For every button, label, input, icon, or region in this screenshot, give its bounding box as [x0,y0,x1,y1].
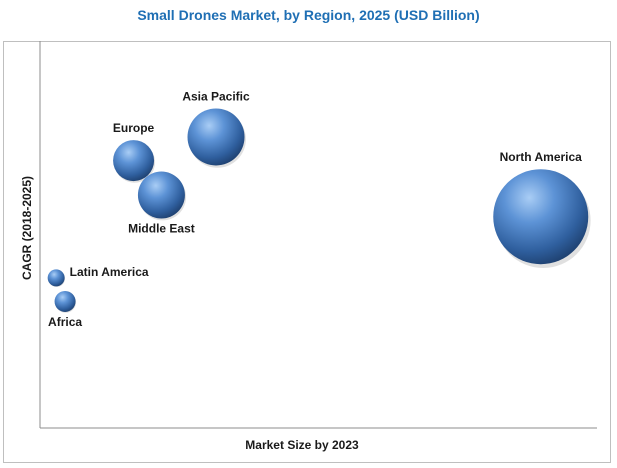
x-axis-title: Market Size by 2023 [245,438,359,452]
bubble-asia-pacific [187,108,245,166]
bubble-series: North America Asia Pacific Europe Middle Ea… [47,89,591,329]
bubble-label-middle-east: Middle East [128,222,195,236]
bubble-label-asia-pacific: Asia Pacific [182,89,250,103]
y-axis-title: CAGR (2018-2025) [20,176,34,280]
bubble-label-europe: Europe [113,121,155,135]
bubble-north-america [493,169,589,265]
bubble-label-north-america: North America [500,150,583,164]
bubble-europe [113,140,155,182]
chart-frame [3,41,611,463]
bubble-label-latin-america: Latin America [70,265,149,279]
bubble-africa [54,290,76,312]
bubble-middle-east [137,171,185,219]
bubble-label-africa: Africa [48,315,82,329]
chart-title: Small Drones Market, by Region, 2025 (US… [137,7,480,23]
bubble-latin-america [47,269,65,287]
